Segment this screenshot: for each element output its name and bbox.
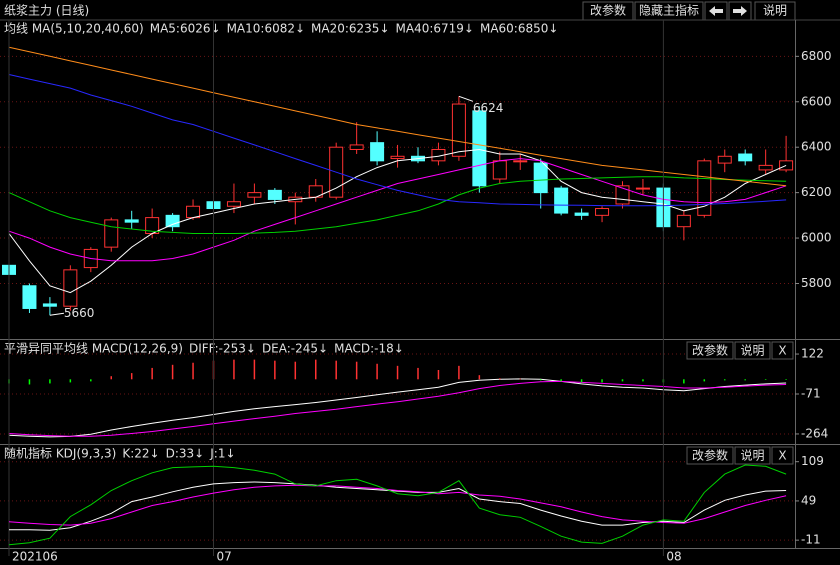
candle-body (513, 160, 528, 163)
candle-body (63, 269, 78, 307)
candle-body (635, 187, 650, 190)
y-tick-label: 49 (801, 493, 816, 507)
line (8, 74, 787, 207)
button-label[interactable]: X (778, 344, 786, 358)
candle-body (22, 285, 37, 309)
legend-entry: DEA:-245↓ (262, 342, 328, 356)
y-tick-label: -264 (801, 426, 828, 440)
y-tick-label: 6200 (801, 185, 832, 199)
button[interactable] (734, 341, 771, 360)
legend-entry: MA10:6082↓ (227, 22, 305, 36)
candle-body (104, 219, 119, 248)
y-tick-label: 6400 (801, 140, 832, 154)
legend-entry: K:22↓ (122, 447, 159, 461)
pointer (458, 95, 474, 102)
panel-title: 平滑异同平均线 MACD(12,26,9) (4, 342, 183, 356)
candle-body (554, 187, 569, 214)
button[interactable] (771, 446, 794, 465)
candle-body (492, 160, 507, 180)
arrow-left-icon (709, 6, 723, 16)
button-label[interactable]: 说明 (740, 448, 764, 463)
line (8, 464, 787, 546)
candle-body (574, 212, 589, 216)
candle-body (451, 103, 466, 157)
button[interactable] (686, 341, 734, 360)
line (8, 378, 787, 438)
legend-entry: MA5:6026↓ (150, 22, 221, 36)
y-tick-label: 5800 (801, 276, 832, 290)
legend-entry: MACD:-18↓ (334, 342, 404, 356)
button[interactable] (734, 446, 771, 465)
line (8, 380, 787, 437)
y-tick-label: 122 (801, 347, 824, 361)
candle-body (676, 214, 691, 228)
line (8, 148, 787, 294)
line (8, 176, 787, 234)
candle-body (758, 164, 773, 171)
candle-body (717, 155, 732, 164)
candle-body (697, 160, 712, 216)
x-tick-label: 08 (666, 550, 681, 564)
legend-entry: MA20:6235↓ (311, 22, 389, 36)
button-label[interactable]: X (778, 449, 786, 463)
candle-body (370, 142, 385, 162)
y-tick-label: -71 (801, 387, 821, 401)
button-label[interactable]: 说明 (740, 343, 764, 358)
candle-body (42, 303, 57, 307)
legend-entry: D:33↓ (166, 447, 205, 461)
candle-body (267, 189, 282, 200)
candle-body (738, 153, 753, 162)
chart-title: 纸浆主力 (日线) (4, 3, 89, 18)
y-tick-label: 6000 (801, 231, 832, 245)
button[interactable] (686, 446, 734, 465)
candle-body (390, 155, 405, 160)
pointer (49, 312, 64, 316)
panel-title: 均线 MA(5,10,20,40,60) (4, 22, 144, 36)
candle-body (124, 219, 139, 223)
y-tick-label: -11 (801, 533, 821, 547)
y-tick-label: 6800 (801, 49, 832, 63)
candle-body (595, 208, 610, 216)
panel-title: 随机指标 KDJ(9,3,3) (4, 446, 116, 461)
legend-entry: DIFF:-253↓ (189, 342, 256, 356)
line (8, 46, 787, 187)
x-tick-label: 202106 (12, 550, 58, 564)
legend-entry: MA40:6719↓ (396, 22, 474, 36)
low-label: 5660 (64, 306, 95, 320)
x-tick-label: 07 (217, 550, 232, 564)
legend-entry: J:1↓ (209, 447, 235, 461)
candle-body (533, 162, 548, 194)
button[interactable] (771, 341, 794, 360)
y-tick-label: 6600 (801, 94, 832, 108)
candle-body (186, 205, 201, 219)
candle-body (226, 201, 241, 207)
candle-body (779, 160, 794, 171)
button-label[interactable]: 说明 (763, 3, 787, 18)
candle-body (472, 110, 487, 187)
button-label[interactable]: 改参数 (692, 343, 728, 358)
legend-entry: MA60:6850↓ (480, 22, 558, 36)
line (8, 158, 787, 262)
high-label: 6624 (473, 101, 504, 115)
button-label[interactable]: 隐藏主指标 (639, 3, 699, 18)
candle-body (349, 144, 364, 150)
arrow-right-icon (733, 6, 747, 16)
y-tick-label: 109 (801, 454, 824, 468)
button-label[interactable]: 改参数 (692, 448, 728, 463)
button-label[interactable]: 改参数 (590, 3, 626, 18)
candle-body (165, 214, 180, 228)
candle-body (247, 192, 262, 198)
